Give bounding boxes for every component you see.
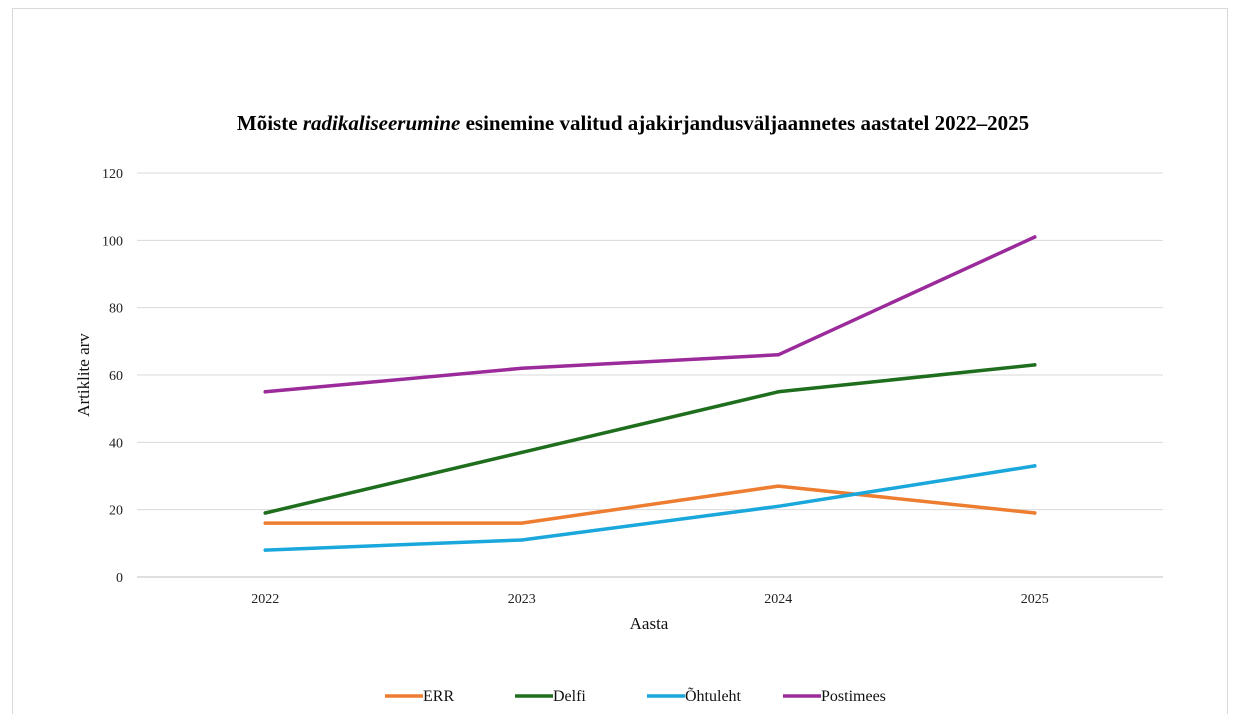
data-point-õhtuleht [776,504,780,509]
y-tick-label: 40 [109,436,123,451]
y-tick-label: 100 [102,234,123,249]
data-point-postimees [520,366,524,371]
chart-title-part-2: esinemine valitud ajakirjandusväljaannet… [460,111,1029,135]
legend-item-err: ERR [385,688,454,705]
chart-title-emphasis: radikaliseerumine [303,111,461,135]
chart-title-part-1: Mõiste [237,111,303,135]
data-point-delfi [263,511,267,515]
legend-label: Delfi [553,688,586,705]
data-point-postimees [776,353,780,357]
data-point-õhtuleht [263,548,267,552]
series-line-delfi [263,363,1037,515]
data-point-err [1033,511,1037,515]
data-point-err [776,484,780,488]
legend-item-postimees: Postimees [783,688,886,705]
chart: Mõiste radikaliseerumine esinemine valit… [74,111,1163,705]
series-line-err [263,484,1037,525]
x-tick-label: 2023 [508,592,536,607]
data-point-postimees [263,390,267,394]
gridlines [137,172,1163,578]
y-tick-label: 80 [109,302,123,317]
legend-item-delfi: Delfi [515,688,586,705]
y-axis-title: Artiklite arv [74,333,93,417]
y-tick-label: 20 [109,504,123,519]
legend-label: ERR [423,688,454,705]
series-line-postimees [263,235,1037,394]
x-tick-label: 2022 [251,592,279,607]
series-line-õhtuleht [263,464,1037,552]
legend-item-õhtuleht: Õhtuleht [647,687,742,705]
y-tick-label: 0 [116,571,123,586]
legend-label: Postimees [821,688,886,705]
data-point-err [520,521,524,525]
data-point-err [263,521,267,525]
data-point-delfi [776,390,780,394]
x-axis-title: Aasta [630,614,669,633]
y-axis-ticks: 0 20 40 60 80 100 120 [102,167,123,586]
chart-frame: Mõiste radikaliseerumine esinemine valit… [12,8,1228,714]
data-point-delfi [520,450,524,455]
y-tick-label: 60 [109,369,123,384]
data-point-õhtuleht [1033,464,1037,468]
x-tick-label: 2025 [1021,592,1049,607]
y-tick-label: 120 [102,167,123,182]
x-tick-label: 2024 [764,592,792,607]
data-point-delfi [1033,363,1037,367]
chart-title: Mõiste radikaliseerumine esinemine valit… [237,111,1029,135]
data-point-postimees [1033,235,1037,239]
data-point-õhtuleht [520,538,524,542]
x-axis-ticks: 2022 2023 2024 2025 [251,592,1049,607]
legend-label: Õhtuleht [685,687,742,705]
legend: ERR Delfi Õhtuleht Postimees [385,687,886,705]
series-lines [263,235,1037,552]
